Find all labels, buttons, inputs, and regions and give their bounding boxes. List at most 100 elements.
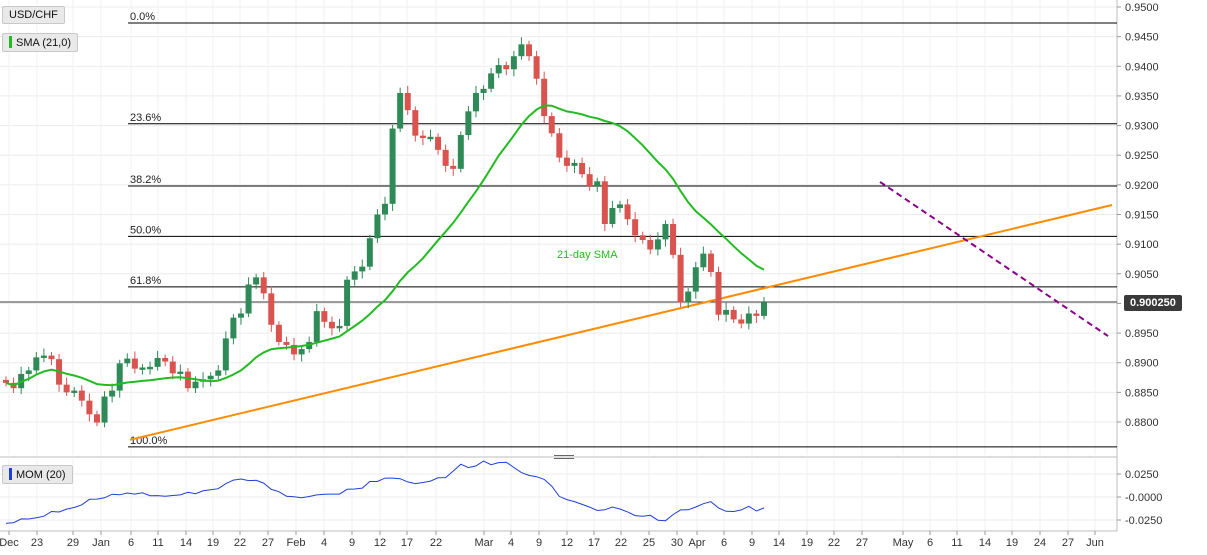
price-tick-label: 0.9050 — [1125, 269, 1159, 281]
candle-body — [48, 355, 55, 360]
candle-body — [33, 357, 40, 371]
candle-body — [685, 291, 692, 303]
time-tick-label: 24 — [1034, 537, 1046, 549]
price-tick-label: 0.9200 — [1125, 180, 1159, 192]
candle-body — [624, 204, 631, 220]
price-tick-label: 0.8950 — [1125, 328, 1159, 340]
time-axis: Dec 23 29 Jan 6 11 14 19 22 27 Feb 4 9 12 17 22 Mar 4 9 12 1… — [0, 531, 1104, 549]
mom-tick-label: -0.0000 — [1125, 492, 1162, 504]
candle-body — [40, 355, 47, 358]
resistance-trendline — [879, 181, 1109, 337]
candle-body — [503, 65, 510, 70]
last-price-value: 0.900250 — [1130, 297, 1176, 309]
candle-body — [526, 44, 533, 57]
candle-body — [548, 116, 555, 134]
candle-body — [351, 271, 358, 280]
candle-body — [715, 272, 722, 315]
candle-body — [268, 293, 275, 325]
price-tick-label: 0.9100 — [1125, 239, 1159, 251]
candle-body — [495, 65, 502, 74]
candle-body — [86, 400, 93, 415]
candle-body — [518, 44, 525, 57]
mom-tick-label: -0.0250 — [1125, 515, 1162, 527]
candle-body — [313, 311, 320, 342]
time-tick-label: Jan — [92, 537, 110, 549]
candle-body — [692, 267, 699, 292]
candle-body — [670, 223, 677, 255]
candle-body — [556, 133, 563, 158]
candle-body — [647, 239, 654, 250]
time-tick-label: 11 — [152, 537, 163, 549]
candle-body — [579, 162, 586, 175]
candle-body — [321, 311, 328, 322]
momentum-series — [5, 460, 765, 524]
time-tick-label: 25 — [643, 537, 655, 549]
time-tick-label: 29 — [67, 537, 79, 549]
candle-body — [192, 381, 199, 389]
candle-body — [359, 266, 366, 272]
time-tick-label: Apr — [688, 537, 705, 549]
candle-body — [78, 390, 85, 401]
time-tick-label: 9 — [749, 537, 755, 549]
candle-body — [116, 363, 123, 391]
sma-indicator-tag[interactable]: SMA (21,0) — [2, 33, 79, 52]
time-tick-label: Feb — [287, 537, 306, 549]
candle-body — [245, 284, 252, 314]
momentum-indicator-tag[interactable]: MOM (20) — [2, 465, 73, 484]
sma-line — [5, 104, 765, 387]
time-tick-label: Dec — [0, 537, 19, 549]
candle-body — [374, 214, 381, 239]
time-tick-label: 22 — [615, 537, 627, 549]
candle-body — [472, 92, 479, 112]
price-tick-label: 0.9400 — [1125, 61, 1159, 73]
candle-body — [488, 73, 495, 89]
candle-body — [275, 324, 282, 342]
candle-body — [131, 358, 138, 369]
momentum-axis: 0.0250 -0.0000 -0.0250 — [1117, 469, 1162, 527]
candle-body — [344, 279, 351, 326]
time-tick-label: 9 — [536, 537, 542, 549]
candle-body — [169, 361, 176, 374]
candle-body — [124, 358, 131, 364]
candle-body — [291, 344, 298, 355]
fibonacci-label: 50.0% — [130, 224, 161, 236]
candle-body — [533, 56, 540, 79]
pane-resize-handle[interactable] — [554, 454, 574, 460]
symbol-tag[interactable]: USD/CHF — [2, 6, 65, 24]
candle-body — [723, 309, 730, 315]
candle-body — [707, 253, 714, 273]
time-tick-label: 11 — [951, 537, 962, 549]
price-tick-label: 0.9350 — [1125, 91, 1159, 103]
candle-body — [177, 371, 184, 374]
candle-body — [366, 238, 373, 267]
price-tick-label: 0.8800 — [1125, 417, 1159, 429]
price-tick-label: 0.9300 — [1125, 121, 1159, 133]
time-tick-label: 6 — [128, 537, 134, 549]
time-tick-label: 6 — [721, 537, 727, 549]
price-axis: 0.9500 0.9450 0.9400 0.9350 0.9300 0.9250 0.92… — [1117, 2, 1159, 429]
candle-body — [230, 317, 237, 339]
candle-body — [283, 341, 290, 345]
time-tick-label: Mar — [475, 537, 494, 549]
support-trendline — [129, 204, 1113, 441]
candle-body — [237, 313, 244, 318]
candle-body — [442, 149, 449, 166]
candle-body — [298, 349, 305, 355]
candle-body — [563, 157, 570, 166]
candle-body — [253, 277, 260, 285]
time-tick-label: 4 — [508, 537, 514, 549]
time-tick-label: May — [893, 537, 914, 549]
symbol-label: USD/CHF — [9, 9, 58, 21]
candle-body — [412, 110, 419, 136]
candle-body — [761, 302, 767, 316]
candles — [3, 37, 767, 428]
candle-body — [427, 136, 434, 140]
candle-body — [616, 204, 623, 208]
fibonacci-levels: 0.0% 23.6% 38.2% 50.0% 61.8% 100.0% — [0, 11, 1117, 448]
candle-body — [601, 181, 608, 224]
candle-body — [677, 254, 684, 303]
mom-tick-label: 0.0250 — [1125, 469, 1159, 481]
candle-body — [404, 92, 411, 111]
momentum-line — [5, 460, 765, 524]
